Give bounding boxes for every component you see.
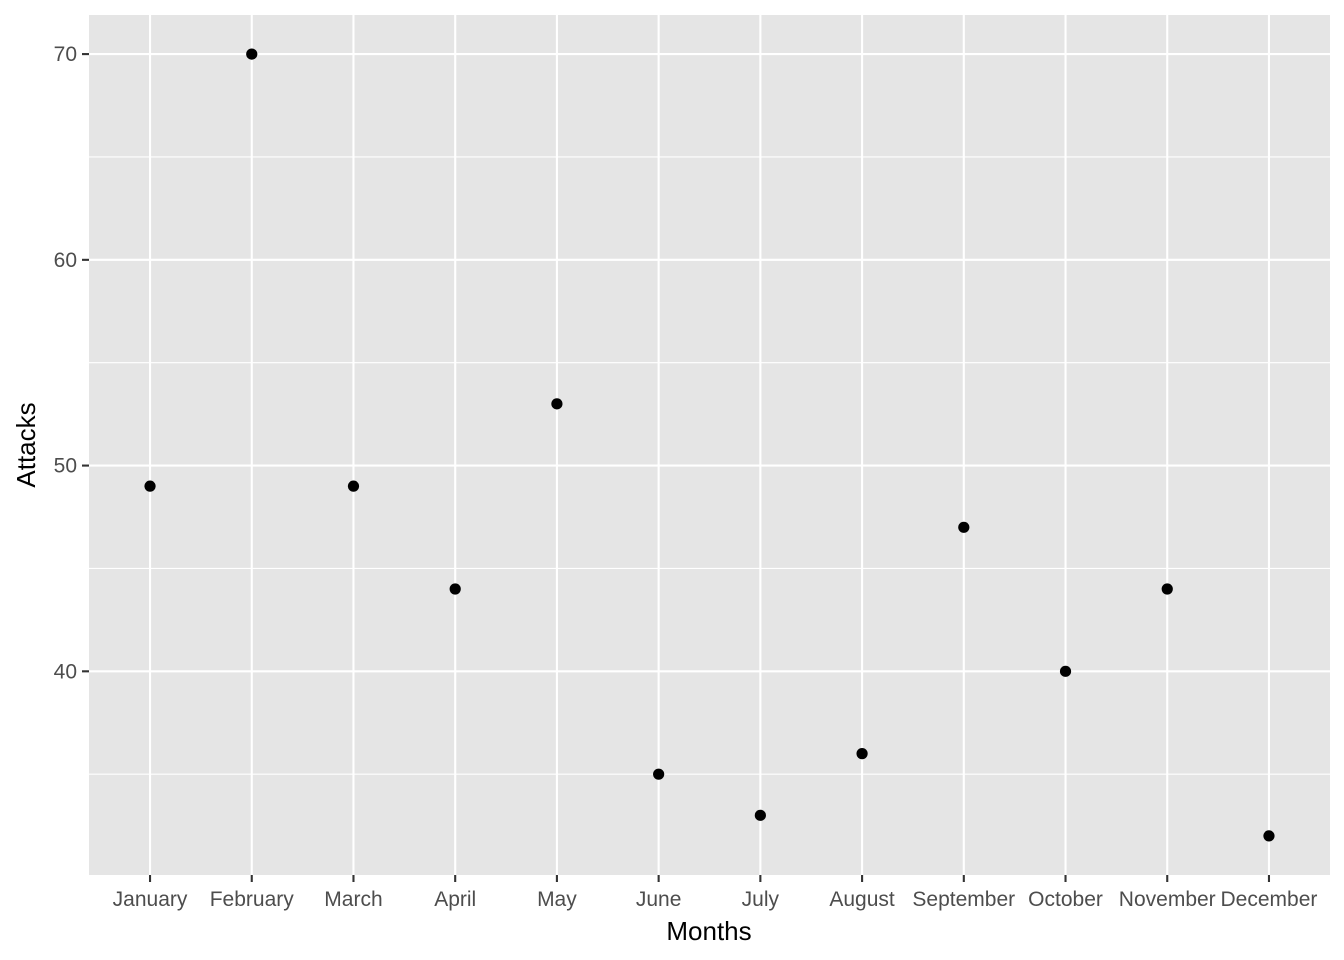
- y-tick-label-1: 50: [54, 455, 77, 478]
- data-point-june: [653, 768, 665, 780]
- x-tick-label-may: May: [537, 888, 577, 911]
- y-tick-label-3: 70: [54, 43, 77, 66]
- plot-panel: [89, 15, 1330, 875]
- data-points: [144, 48, 1275, 842]
- data-point-january: [144, 480, 156, 492]
- x-tick-label-october: October: [1028, 888, 1103, 911]
- data-point-july: [754, 809, 766, 821]
- x-tick-label-february: February: [210, 888, 295, 911]
- x-tick-label-march: March: [324, 888, 382, 911]
- data-point-november: [1161, 583, 1173, 595]
- x-tick-label-july: July: [742, 888, 780, 911]
- y-axis-title: Attacks: [11, 402, 41, 487]
- y-tick-label-0: 40: [54, 660, 77, 683]
- axis-ticks: [82, 53, 1271, 882]
- x-tick-label-november: November: [1119, 888, 1216, 911]
- x-tick-label-september: September: [912, 888, 1015, 911]
- x-axis-tick-labels: January February March April May June July Augu…: [113, 888, 1318, 911]
- data-point-may: [551, 398, 563, 410]
- y-tick-label-2: 60: [54, 249, 77, 272]
- x-tick-label-june: June: [636, 888, 682, 911]
- minor-gridlines: [89, 156, 1330, 775]
- x-tick-label-january: January: [113, 888, 188, 911]
- data-point-december: [1263, 830, 1275, 842]
- data-point-april: [449, 583, 461, 595]
- data-point-october: [1059, 665, 1072, 677]
- x-axis-title: Months: [666, 916, 751, 946]
- x-tick-label-december: December: [1221, 888, 1318, 911]
- y-axis-tick-labels: 40 50 60 70: [54, 43, 77, 683]
- data-point-september: [958, 521, 970, 533]
- x-tick-label-april: April: [434, 888, 476, 911]
- x-tick-label-august: August: [829, 888, 895, 911]
- data-point-march: [347, 480, 360, 492]
- data-point-february: [246, 48, 258, 60]
- major-gridlines: [89, 15, 1330, 875]
- data-point-august: [856, 748, 868, 760]
